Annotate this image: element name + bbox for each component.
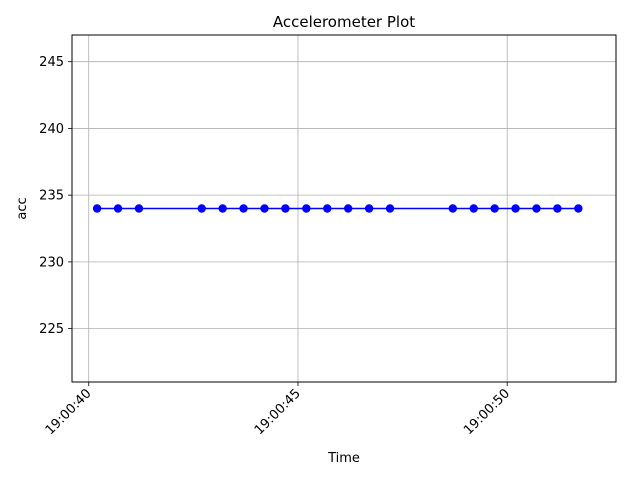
data-point: [218, 204, 227, 213]
data-point: [302, 204, 311, 213]
data-point: [134, 204, 144, 213]
data-point: [553, 204, 562, 213]
y-tick-label: 240: [39, 122, 64, 137]
y-tick-label: 245: [39, 55, 64, 70]
data-point: [323, 204, 332, 213]
data-point: [469, 204, 478, 213]
data-point: [532, 204, 541, 213]
data-point: [364, 204, 374, 213]
series-layer: [92, 204, 583, 213]
y-tick-label: 225: [39, 322, 64, 337]
data-point: [574, 204, 583, 213]
x-tick-label: 19:00:40: [43, 386, 95, 438]
data-point: [281, 204, 290, 213]
data-point: [113, 204, 123, 213]
data-point: [197, 204, 206, 213]
data-point: [343, 204, 353, 213]
x-tick-label: 19:00:45: [252, 386, 304, 438]
data-point: [385, 204, 395, 213]
chart-title: Accelerometer Plot: [273, 13, 415, 31]
y-tick-label: 235: [39, 189, 64, 204]
ticks-layer: 225 230 235 240 245 19:00:40 19:00:45 19:00:50: [39, 55, 513, 438]
data-point: [511, 204, 520, 213]
y-tick-label: 230: [39, 255, 64, 270]
data-point: [260, 204, 269, 213]
x-tick-label: 19:00:50: [461, 386, 513, 438]
y-axis-label: acc: [15, 197, 30, 219]
plot-area-frame: [71, 34, 617, 383]
x-axis-label: Time: [327, 451, 360, 466]
data-point: [92, 204, 102, 213]
data-point: [448, 204, 457, 213]
grid-layer: [72, 35, 616, 382]
data-point: [490, 204, 499, 213]
data-point: [239, 204, 248, 213]
